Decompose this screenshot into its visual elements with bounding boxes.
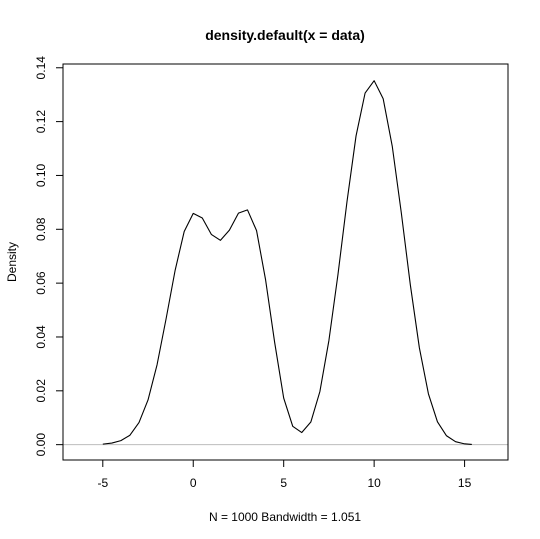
- y-tick-label: 0.14: [34, 56, 48, 80]
- y-tick-label: 0.02: [34, 379, 48, 403]
- x-tick-label: 15: [458, 476, 472, 490]
- y-axis: 0.00 0.02 0.04 0.06 0.08 0.10 0.12 0.14: [34, 56, 64, 457]
- y-tick-label: 0.04: [34, 325, 48, 349]
- curve-layer: [102, 80, 472, 445]
- x-axis: -5 0 5 10 15: [97, 459, 472, 490]
- plot-frame: [62, 63, 509, 461]
- y-axis-label: Density: [5, 242, 19, 282]
- x-tick-label: 0: [190, 476, 197, 490]
- y-tick-label: 0.12: [34, 110, 48, 134]
- y-tick-label: 0.00: [34, 433, 48, 457]
- y-tick-label: 0.08: [34, 217, 48, 241]
- x-tick-label: 10: [367, 476, 381, 490]
- y-tick-label: 0.10: [34, 163, 48, 187]
- y-tick-label: 0.06: [34, 271, 48, 295]
- x-tick-label: -5: [97, 476, 108, 490]
- chart-title: density.default(x = data): [205, 27, 365, 43]
- x-tick-label: 5: [280, 476, 287, 490]
- x-axis-label: N = 1000 Bandwidth = 1.051: [209, 510, 361, 524]
- density-curve: [102, 80, 472, 445]
